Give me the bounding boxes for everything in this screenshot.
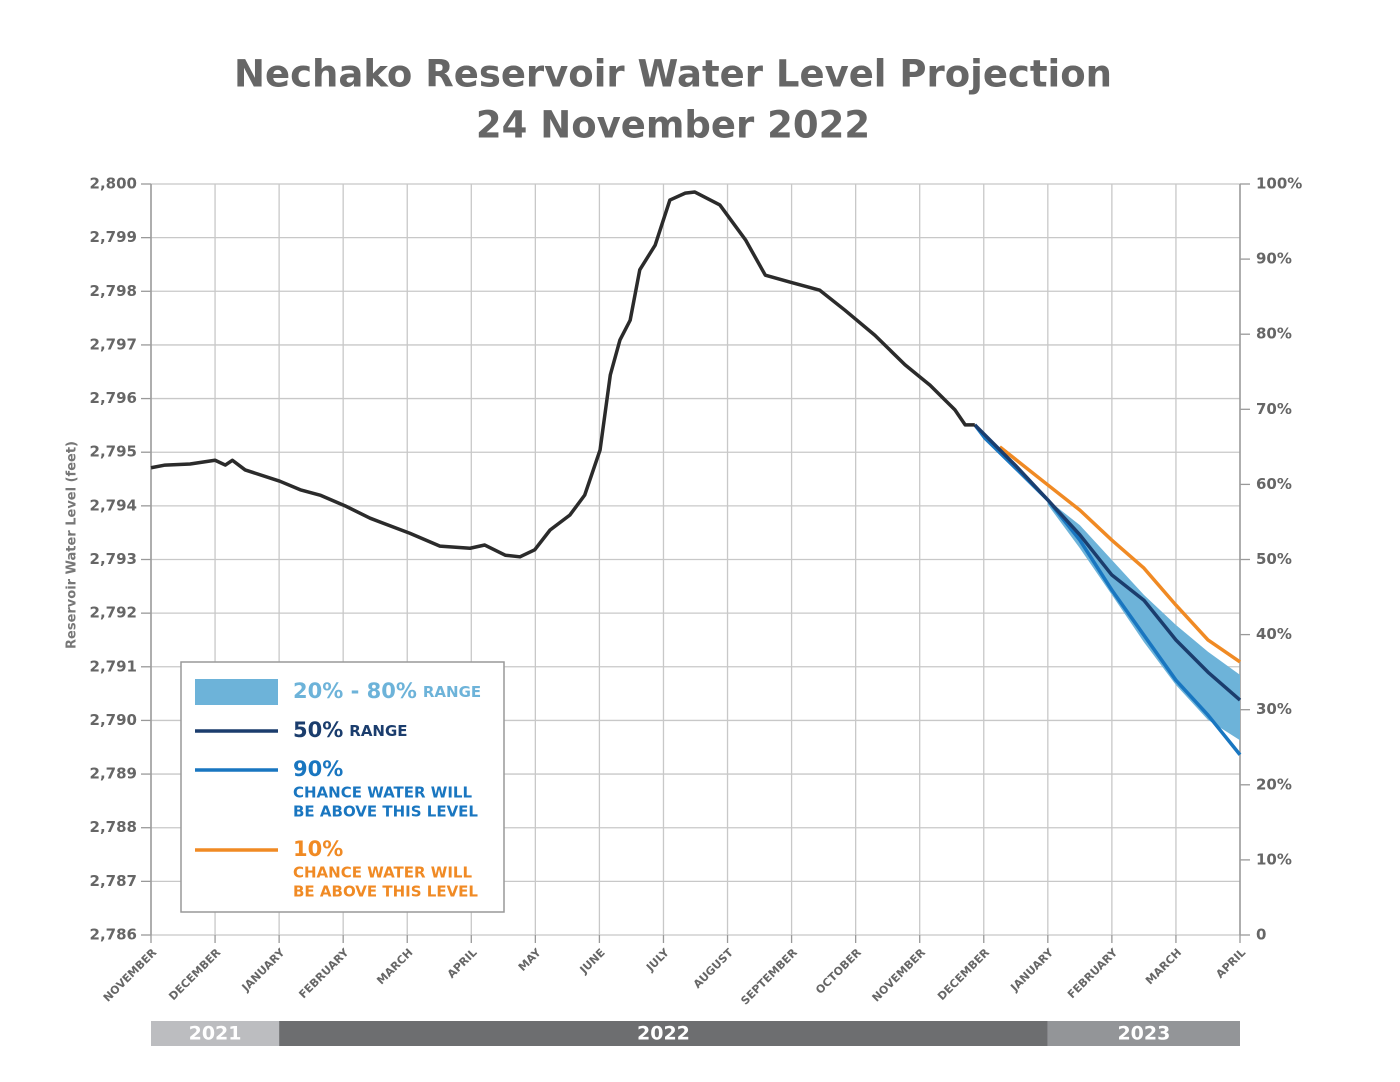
chart-title: Nechako Reservoir Water Level Projection — [234, 53, 1112, 96]
y-tick-label: 2,800 — [90, 175, 137, 193]
y-tick-label: 2,798 — [90, 282, 137, 300]
x-tick-label: NOVEMBER — [870, 946, 929, 1005]
legend-label: 90% — [293, 757, 343, 781]
x-tick-label: MARCH — [1143, 946, 1184, 987]
y2-tick-label: 100% — [1256, 175, 1302, 193]
year-band — [279, 1021, 1048, 1046]
y-tick-label: 2,791 — [90, 657, 137, 675]
x-tick-label: MARCH — [374, 946, 415, 987]
legend-note: RANGE — [423, 683, 481, 701]
y-tick-label: 2,795 — [90, 443, 137, 461]
y-tick-label: 2,788 — [90, 818, 137, 836]
y-tick-label: 2,797 — [90, 335, 137, 353]
y-tick-label: 2,786 — [90, 926, 137, 944]
y-axis-label: Reservoir Water Level (feet) — [65, 441, 80, 649]
x-tick-label: NOVEMBER — [101, 946, 160, 1005]
x-tick-label: FEBRUARY — [296, 945, 352, 1001]
legend-label: 20% - 80% RANGE — [293, 679, 481, 703]
x-tick-label: OCTOBER — [813, 946, 864, 997]
grid: 2,786 2,787 2,788 2,789 2,790 2,791 2,792 2,793… — [90, 175, 1302, 1046]
legend: 20% - 80% RANGE 50% RANGE 90% CHANCE WATER WI… — [195, 679, 481, 901]
x-tick-label: APRIL — [1213, 946, 1248, 981]
legend-note: BE ABOVE THIS LEVEL — [293, 883, 478, 901]
series-line — [973, 423, 1242, 756]
plot — [150, 190, 1242, 756]
legend-note: BE ABOVE THIS LEVEL — [293, 803, 478, 821]
x-tick-label: MAY — [516, 945, 545, 974]
x-tick-label: FEBRUARY — [1065, 945, 1121, 1001]
x-tick-label: AUGUST — [691, 946, 736, 991]
year-label: 2021 — [189, 1023, 242, 1045]
legend-label: 50% RANGE — [293, 718, 408, 742]
legend-note: CHANCE WATER WILL — [293, 784, 472, 802]
x-tick-label: JULY — [643, 945, 672, 974]
y-tick-label: 2,790 — [90, 711, 137, 729]
legend-name: 10% — [293, 837, 343, 861]
y2-tick-label: 60% — [1256, 475, 1292, 493]
legend-name: 50% — [293, 718, 343, 742]
y2-tick-label: 30% — [1256, 700, 1292, 718]
x-tick-label: JANUARY — [1007, 945, 1056, 994]
y-tick-label: 2,787 — [90, 872, 137, 890]
year-band — [1047, 1021, 1240, 1046]
year-label: 2023 — [1117, 1023, 1170, 1045]
y-tick-label: 2,794 — [90, 496, 137, 514]
y-tick-label: 2,793 — [90, 550, 137, 568]
x-tick-label: APRIL — [445, 946, 480, 981]
series-line — [998, 445, 1241, 664]
y2-tick-label: 70% — [1256, 400, 1292, 418]
y2-tick-label: 50% — [1256, 550, 1292, 568]
year-label: 2022 — [637, 1023, 690, 1045]
y2-tick-label: 0 — [1256, 926, 1266, 944]
x-tick-label: SEPTEMBER — [738, 946, 800, 1008]
y2-tick-label: 20% — [1256, 775, 1292, 793]
y2-tick-label: 10% — [1256, 850, 1292, 868]
x-tick-label: JUNE — [577, 946, 608, 977]
y2-tick-label: 40% — [1256, 625, 1292, 643]
y2-tick-label: 80% — [1256, 325, 1292, 343]
y-tick-label: 2,796 — [90, 389, 137, 407]
legend-name: 90% — [293, 757, 343, 781]
y-tick-label: 2,799 — [90, 228, 137, 246]
legend-label: 10% — [293, 837, 343, 861]
y-tick-label: 2,789 — [90, 765, 137, 783]
year-band — [151, 1021, 280, 1046]
series-line — [150, 190, 975, 559]
y2-tick-label: 90% — [1256, 250, 1292, 268]
legend-name: 20% - 80% — [293, 679, 417, 703]
y-tick-label: 2,792 — [90, 604, 137, 622]
legend-note: CHANCE WATER WILL — [293, 864, 472, 882]
legend-note: RANGE — [349, 722, 407, 740]
series-line — [973, 423, 1242, 702]
x-tick-label: JANUARY — [239, 945, 288, 994]
legend-swatch — [195, 679, 278, 705]
range-band — [1047, 499, 1240, 741]
x-tick-label: DECEMBER — [935, 946, 992, 1003]
x-tick-label: DECEMBER — [166, 946, 223, 1003]
chart-subtitle: 24 November 2022 — [476, 104, 870, 147]
